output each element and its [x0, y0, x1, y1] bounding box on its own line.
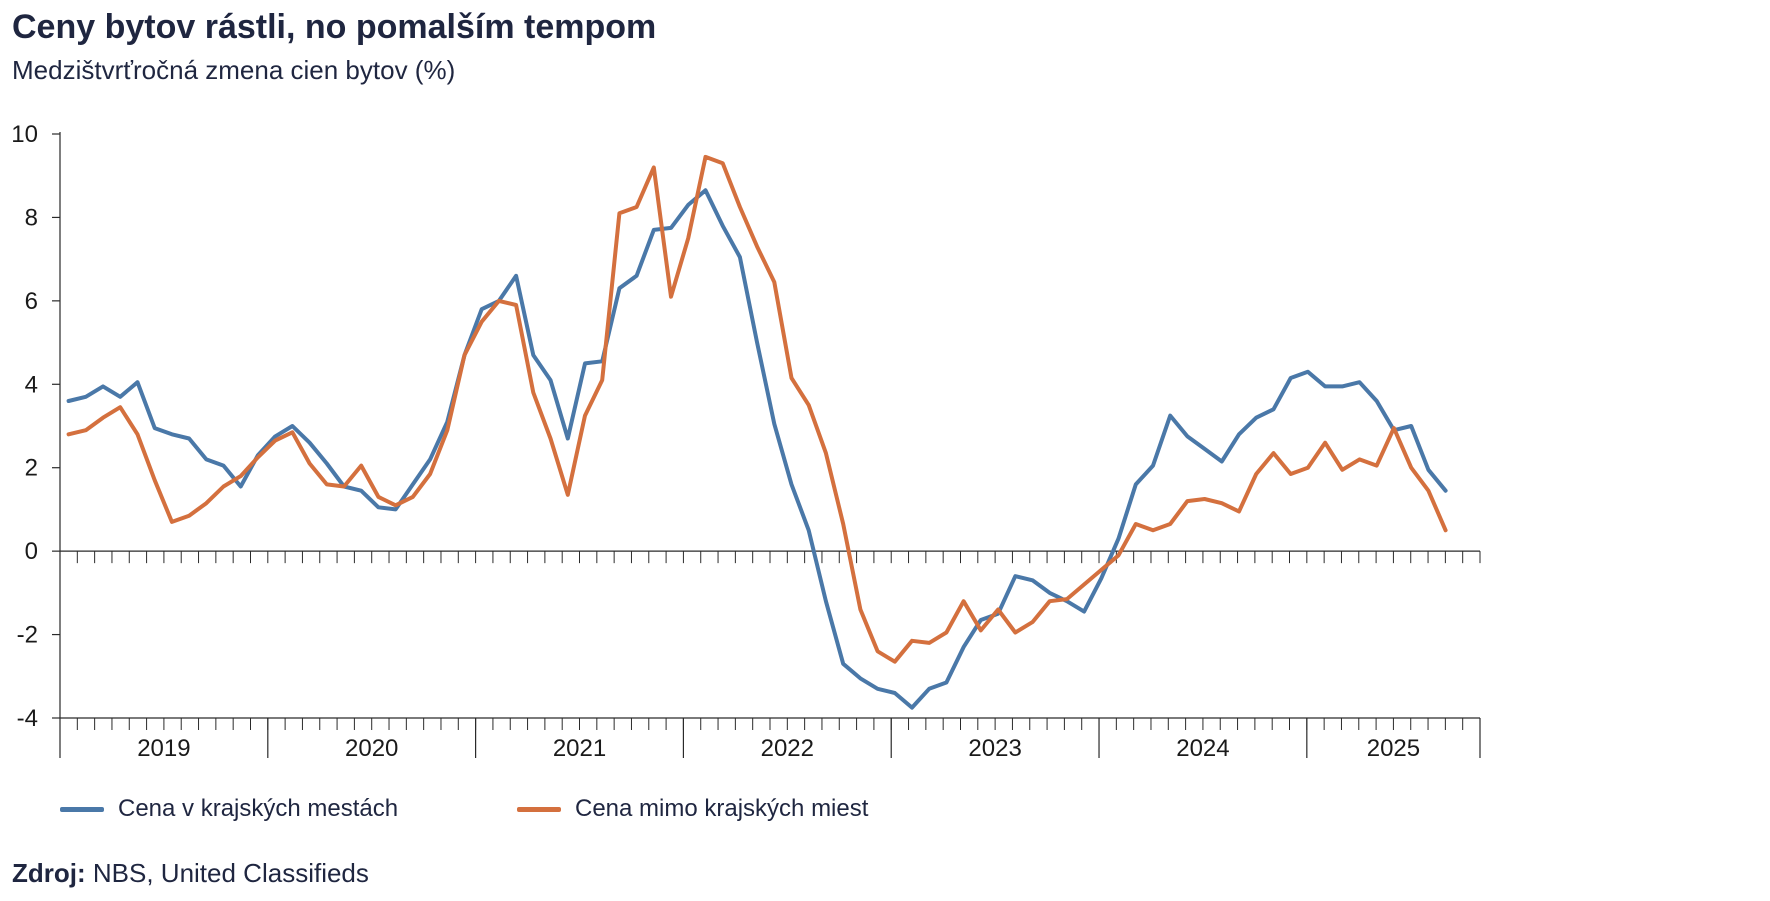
source-note: Zdroj: NBS, United Classifieds	[12, 858, 369, 889]
y-tick-label: 4	[25, 371, 38, 398]
year-label: 2023	[968, 735, 1021, 762]
legend-label-outside: Cena mimo krajských miest	[575, 795, 869, 822]
source-label: Zdroj:	[12, 858, 86, 888]
y-tick-label: -2	[17, 622, 38, 649]
year-label: 2020	[345, 735, 398, 762]
source-text: NBS, United Classifieds	[92, 858, 369, 888]
series-line-0	[66, 188, 1448, 710]
year-label: 2025	[1367, 735, 1420, 762]
chart-subtitle: Medzištvrťročná zmena cien bytov (%)	[12, 55, 456, 85]
legend-swatch-cities	[60, 806, 104, 812]
y-tick-label: 2	[25, 455, 38, 482]
year-label: 2022	[761, 735, 814, 762]
y-tick-label: 8	[25, 204, 38, 231]
year-label: 2019	[137, 735, 190, 762]
y-tick-label: 10	[11, 121, 38, 148]
legend-item-outside: Cena mimo krajských miest	[517, 795, 868, 823]
year-label: 2021	[553, 735, 606, 762]
y-tick-label: 6	[25, 288, 38, 315]
legend-label-cities: Cena v krajských mestách	[118, 795, 399, 822]
year-label: 2024	[1176, 735, 1229, 762]
legend-swatch-outside	[517, 806, 561, 812]
chart-title: Ceny bytov rástli, no pomalším tempom	[12, 8, 657, 46]
y-tick-label: 0	[25, 538, 38, 565]
legend-item-cities: Cena v krajských mestách	[60, 795, 398, 823]
y-tick-label: -4	[17, 705, 38, 732]
series-line-1	[66, 154, 1448, 664]
